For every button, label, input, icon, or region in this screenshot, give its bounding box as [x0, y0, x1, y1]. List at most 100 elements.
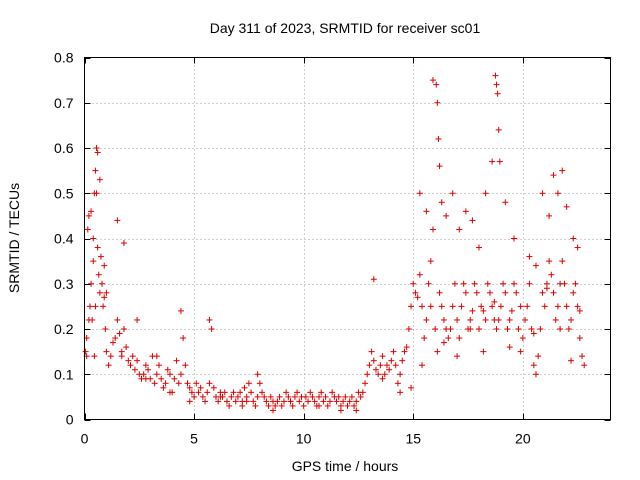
data-point	[572, 280, 579, 287]
data-point	[530, 330, 537, 337]
data-point	[489, 303, 496, 310]
data-point	[320, 398, 327, 405]
data-point	[134, 316, 141, 323]
data-point	[370, 276, 377, 283]
chart-title: Day 311 of 2023, SRMTID for receiver sc0…	[210, 20, 481, 36]
data-point	[445, 335, 452, 342]
data-point	[195, 389, 202, 396]
data-point	[125, 357, 132, 364]
data-point	[480, 307, 487, 314]
data-point	[416, 190, 423, 197]
data-point	[364, 371, 371, 378]
data-point	[175, 380, 182, 387]
data-point	[471, 280, 478, 287]
y-tick-label: 0.5	[54, 185, 74, 201]
data-point	[500, 280, 507, 287]
data-point	[348, 393, 355, 400]
data-point	[276, 393, 283, 400]
data-point	[256, 380, 263, 387]
data-point	[90, 235, 97, 242]
y-tick-label: 0.7	[54, 95, 74, 111]
data-point	[291, 393, 298, 400]
data-point	[478, 303, 485, 310]
data-point	[173, 357, 180, 364]
data-point	[127, 362, 134, 369]
data-point	[309, 393, 316, 400]
data-point	[88, 208, 95, 215]
data-point	[412, 289, 419, 296]
data-point	[193, 380, 200, 387]
data-point	[283, 389, 290, 396]
data-point	[496, 158, 503, 165]
data-point	[164, 366, 171, 373]
data-point	[537, 326, 544, 332]
data-point	[145, 366, 152, 373]
data-point	[535, 353, 542, 360]
data-point	[532, 262, 539, 269]
data-point	[399, 357, 406, 364]
data-point	[451, 280, 458, 287]
data-point	[88, 280, 95, 287]
data-point	[322, 393, 329, 400]
data-point	[504, 326, 511, 332]
data-point	[379, 353, 386, 360]
data-point	[92, 303, 99, 310]
data-point	[379, 375, 386, 382]
data-point	[515, 326, 522, 332]
data-point	[414, 294, 421, 301]
data-point	[109, 339, 116, 346]
data-point	[239, 402, 246, 409]
data-point	[383, 362, 390, 369]
data-point	[156, 362, 163, 369]
data-point	[497, 303, 504, 310]
data-point	[410, 280, 417, 287]
data-point	[184, 380, 191, 387]
data-point	[408, 303, 415, 310]
data-point	[105, 362, 112, 369]
data-point	[423, 316, 430, 323]
data-point	[526, 280, 533, 287]
data-point	[107, 353, 114, 360]
data-point	[191, 393, 198, 400]
x-tick-labels: 0 5 10 15 20	[81, 431, 531, 447]
data-point	[86, 303, 93, 310]
data-point	[576, 307, 583, 314]
data-point	[368, 348, 375, 355]
data-point	[316, 402, 323, 409]
data-point	[93, 190, 100, 197]
data-point	[346, 398, 353, 405]
data-point	[489, 158, 496, 165]
data-point	[421, 335, 428, 342]
data-point	[427, 303, 434, 310]
data-point	[206, 380, 213, 387]
data-point	[506, 344, 513, 351]
data-point	[241, 384, 248, 391]
data-point	[333, 398, 340, 405]
data-point	[390, 348, 397, 355]
data-point	[116, 330, 123, 337]
data-point	[554, 303, 561, 310]
data-point	[120, 240, 127, 247]
data-point	[131, 366, 138, 373]
data-point	[208, 326, 215, 332]
data-point	[502, 289, 509, 296]
data-point	[423, 208, 430, 215]
data-point	[473, 289, 480, 296]
data-point	[524, 303, 531, 310]
data-point	[300, 402, 307, 409]
data-point	[158, 375, 165, 382]
data-point	[353, 398, 360, 405]
data-point	[307, 389, 314, 396]
data-point	[458, 303, 465, 310]
data-point	[94, 244, 101, 251]
data-point	[563, 303, 570, 310]
data-point	[539, 289, 546, 296]
data-point	[397, 389, 404, 396]
data-point	[337, 407, 344, 414]
data-point	[96, 176, 103, 183]
data-point	[492, 72, 499, 79]
data-point	[366, 362, 373, 369]
data-point	[237, 389, 244, 396]
data-point	[554, 190, 561, 197]
data-point	[351, 402, 358, 409]
